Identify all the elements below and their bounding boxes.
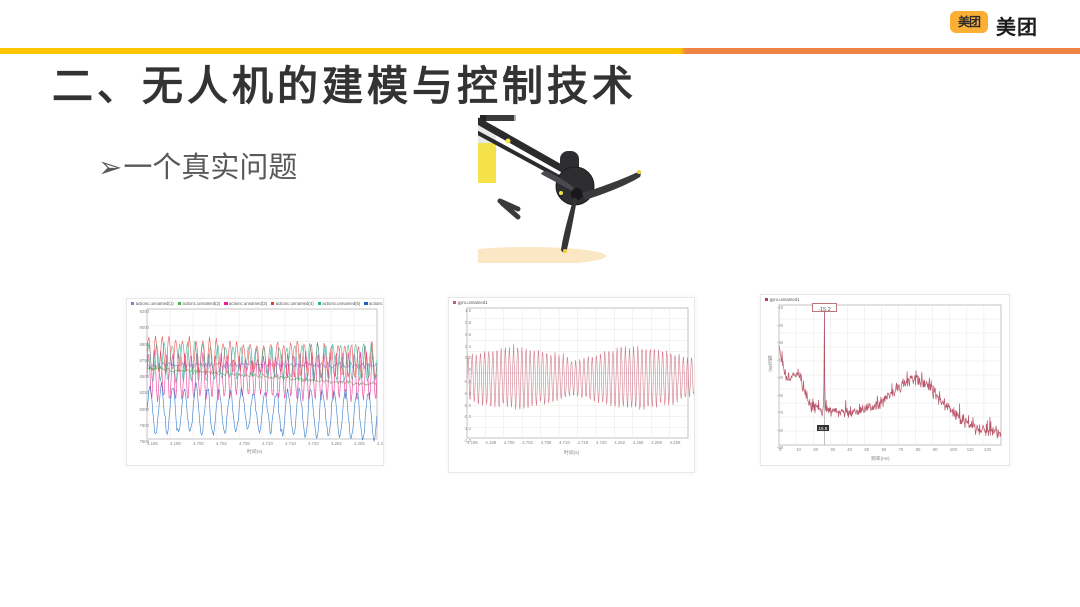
svg-text:-15.2: -15.2 bbox=[818, 307, 831, 313]
